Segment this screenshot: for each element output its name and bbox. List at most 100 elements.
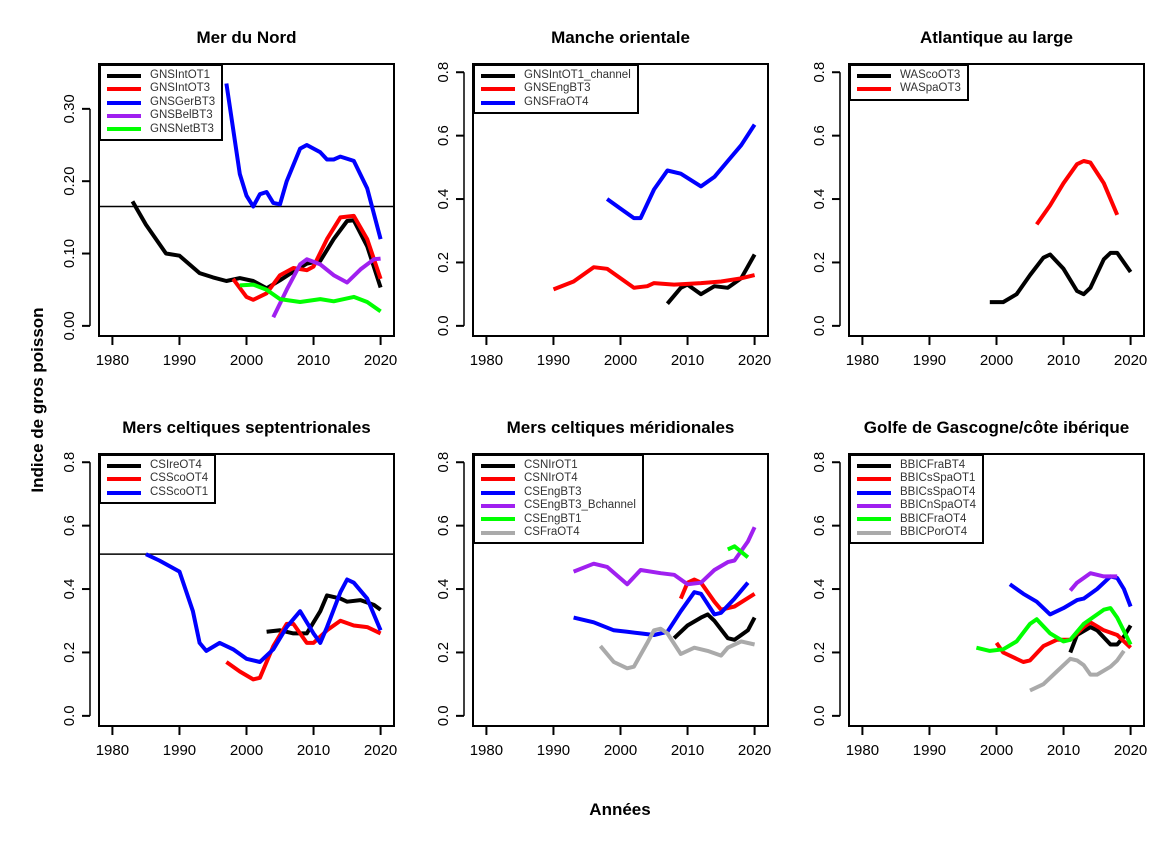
x-tick-label: 2000 [604,352,637,369]
series-line-GNSIntOT3 [231,213,383,302]
legend-entry: BBICFraOT4 [857,513,976,526]
legend-swatch [857,477,891,482]
series-line-GNSGerBT3 [224,83,383,240]
x-tick-label: 2000 [980,742,1013,759]
y-tick-label: 0.4 [435,189,452,210]
legend-entry: CSScoOT1 [107,486,208,499]
legend: WAScoOT3 WASpaOT3 [849,64,969,101]
series-line-WAScoOT3 [989,250,1133,305]
y-tick-label: 0.6 [435,125,452,146]
series-line-CSScoOT1 [145,552,383,664]
x-tick-label: 2010 [671,742,704,759]
y-tick-label: 0.30 [61,94,78,123]
legend: GNSIntOT1 GNSIntOT3 GNSGerBT3 GNSBelBT3 GNSN… [99,64,224,142]
series-line-GNSIntOT1 [130,200,383,291]
x-tick-label: 2020 [738,742,771,759]
legend: GNSIntOT1_channel GNSEngBT3 GNSFraOT4 [473,64,639,115]
series-line-CSScoOT4 [225,618,382,682]
series-line-CSIreOT4 [266,593,382,636]
x-tick-label: 1990 [537,352,570,369]
y-tick-label: 0.2 [435,642,452,663]
legend-swatch [481,490,515,495]
y-tick-label: 0.6 [811,515,828,536]
legend-entry: GNSIntOT1 [107,69,215,82]
legend-entry: BBICPorOT4 [857,526,976,539]
legend-entry: CSNIrOT1 [481,459,636,472]
legend-entry: BBICFraBT4 [857,459,976,472]
legend-swatch [107,490,141,495]
legend-label: CSNIrOT4 [524,472,578,485]
x-tick-label: 1980 [470,742,503,759]
legend-swatch [481,517,515,522]
legend-swatch [481,477,515,482]
y-tick-label: 0.8 [811,452,828,473]
panel-title: Mers celtiques septentrionales [122,418,371,437]
legend-label: CSFraOT4 [524,526,580,539]
x-tick-label: 1990 [163,352,196,369]
legend-entry: WAScoOT3 [857,69,961,82]
x-tick-label: 2010 [1047,742,1080,759]
x-tick-label: 1980 [96,352,129,369]
panel-title: Manche orientale [551,28,690,47]
legend-entry: CSEngBT3 [481,486,636,499]
legend-entry: GNSEngBT3 [481,82,631,95]
legend-swatch [857,503,891,508]
y-tick-label: 0.4 [811,579,828,600]
x-tick-label: 2020 [1114,352,1147,369]
series-line-CSFraOT4 [598,626,756,671]
legend: CSIreOT4 CSScoOT4 CSScoOT1 [99,454,217,505]
legend-swatch [857,490,891,495]
x-tick-label: 2020 [364,352,397,369]
legend-entry: BBICnSpaOT4 [857,499,976,512]
series-line-GNSEngBT3 [552,265,756,292]
legend: CSNIrOT1 CSNIrOT4 CSEngBT3 CSEngBT3_Bchanne… [473,454,644,545]
legend-swatch [481,503,515,508]
y-tick-label: 0.2 [61,642,78,663]
x-tick-label: 2010 [297,352,330,369]
y-tick-label: 0.2 [811,642,828,663]
y-tick-label: 0.00 [61,311,78,340]
legend-label: CSIreOT4 [150,459,202,471]
legend-label: WASpaOT3 [900,82,961,95]
x-tick-label: 2020 [364,742,397,759]
legend-swatch [857,73,891,78]
x-tick-label: 2010 [297,742,330,759]
x-tick-label: 2010 [671,352,704,369]
x-tick-label: 2000 [980,352,1013,369]
y-tick-label: 0.8 [61,452,78,473]
legend-label: BBICPorOT4 [900,526,968,539]
legend-entry: GNSGerBT3 [107,96,215,109]
legend-swatch [107,113,141,118]
series-line-BBICFraOT4 [975,606,1133,653]
y-tick-label: 0.0 [435,315,452,336]
x-tick-label: 1980 [846,742,879,759]
legend-label: BBICnSpaOT4 [900,499,977,512]
series-line-WASpaOT3 [1035,159,1120,226]
y-tick-label: 0.0 [811,705,828,726]
y-tick-label: 0.4 [811,189,828,210]
legend-swatch [481,463,515,468]
x-tick-label: 2010 [1047,352,1080,369]
legend-label: CSNIrOT1 [524,459,578,471]
series-line-CSNIrOT1 [672,612,757,642]
series-line-GNSBelBT3 [271,256,381,319]
y-tick-label: 0.6 [435,515,452,536]
y-tick-label: 0.2 [435,252,452,273]
legend-swatch [481,73,515,78]
legend-label: GNSFraOT4 [524,95,589,108]
series-line-CSEngBT1 [726,544,750,559]
legend-swatch [481,530,515,535]
legend-label: BBICsSpaOT4 [900,485,976,498]
y-tick-label: 0.8 [811,62,828,83]
x-tick-label: 2000 [230,742,263,759]
y-tick-label: 0.0 [811,315,828,336]
legend-swatch [107,463,141,468]
y-tick-label: 0.0 [435,705,452,726]
legend-label: CSScoOT1 [150,485,209,498]
series-line-CSEngBT3_Bchannel [572,526,757,587]
legend-swatch [481,100,515,105]
legend-label: CSScoOT4 [150,472,209,485]
legend-entry: BBICsSpaOT4 [857,486,976,499]
legend-swatch [107,127,141,132]
legend-label: GNSIntOT1 [150,69,211,81]
